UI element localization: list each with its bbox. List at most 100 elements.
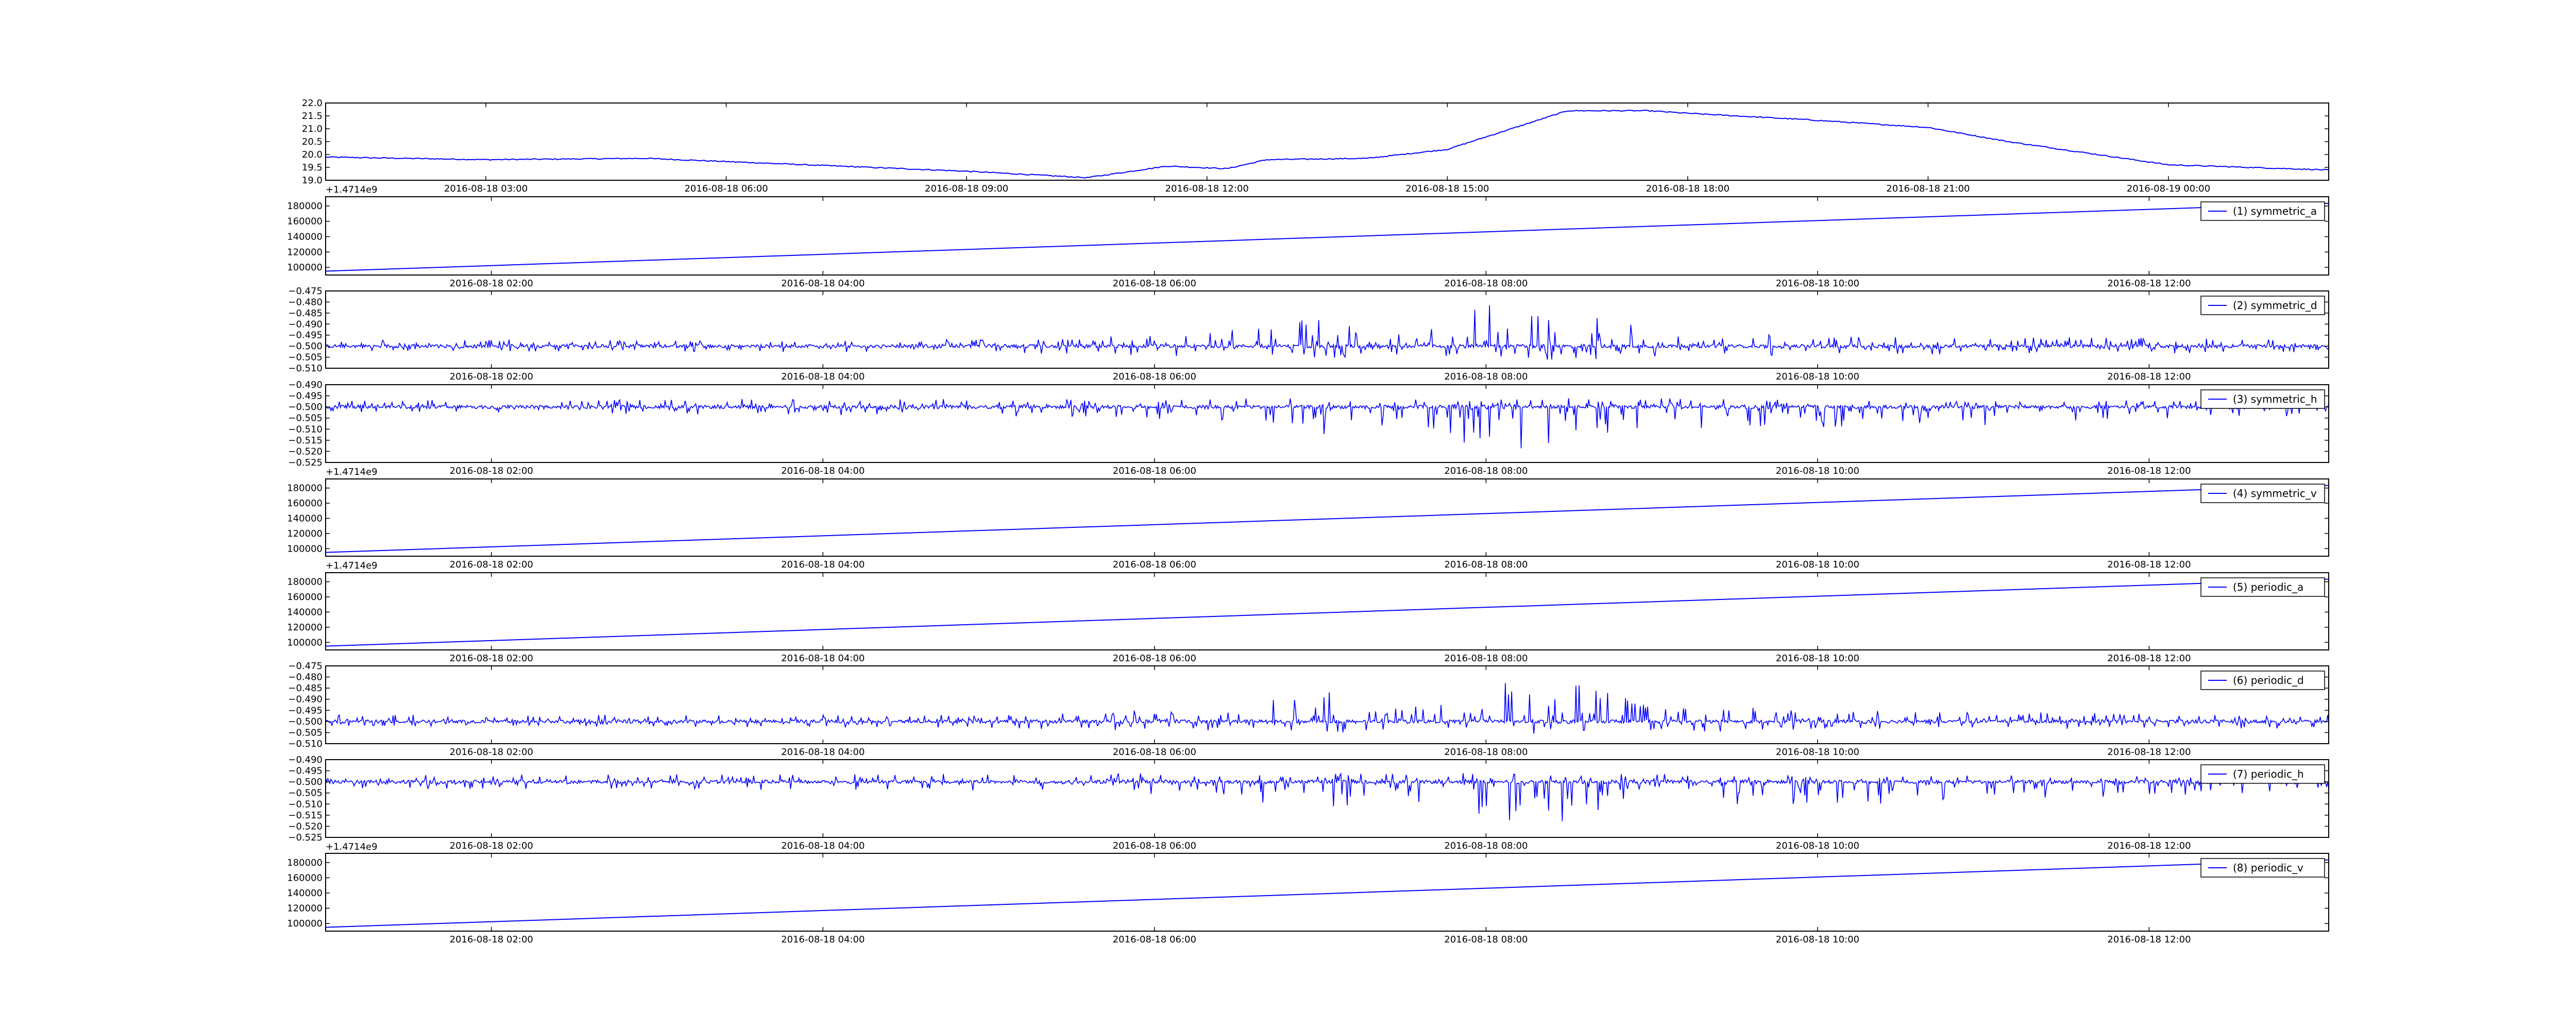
series-line bbox=[325, 305, 2329, 360]
y-tick-label: −0.480 bbox=[288, 297, 323, 307]
legend-label: (8) periodic_v bbox=[2233, 862, 2303, 874]
y-tick-label: 100000 bbox=[287, 543, 323, 554]
y-tick-label: 100000 bbox=[287, 918, 323, 929]
legend-label: (3) symmetric_h bbox=[2233, 393, 2317, 405]
chart-panel-7: −0.510−0.505−0.500−0.495−0.490−0.485−0.4… bbox=[288, 661, 2329, 758]
series-line bbox=[325, 485, 2329, 553]
x-tick-label: 2016-08-18 18:00 bbox=[1646, 183, 1730, 194]
x-tick-label: 2016-08-18 10:00 bbox=[1776, 466, 1859, 476]
x-tick-label: 2016-08-18 08:00 bbox=[1444, 840, 1528, 851]
x-tick-label: 2016-08-18 04:00 bbox=[781, 466, 865, 476]
y-tick-label: 21.5 bbox=[302, 111, 323, 122]
series-line bbox=[325, 683, 2329, 734]
y-tick-label: −0.525 bbox=[288, 457, 323, 468]
legend: (1) symmetric_a bbox=[2200, 201, 2325, 221]
y-tick-label: 180000 bbox=[287, 483, 323, 494]
y-tick-label: −0.490 bbox=[288, 754, 323, 765]
y-tick-label: −0.500 bbox=[288, 777, 323, 787]
x-tick-label: 2016-08-18 08:00 bbox=[1444, 278, 1528, 289]
x-tick-label: 2016-08-18 02:00 bbox=[450, 840, 533, 851]
x-tick-label: 2016-08-18 12:00 bbox=[2107, 278, 2191, 289]
legend-label: (5) periodic_a bbox=[2233, 581, 2303, 593]
x-tick-label: 2016-08-18 02:00 bbox=[450, 653, 533, 664]
y-tick-label: −0.510 bbox=[288, 799, 323, 810]
y-tick-label: 20.5 bbox=[302, 136, 323, 147]
x-tick-label: 2016-08-18 03:00 bbox=[444, 183, 528, 194]
x-tick-label: 2016-08-18 08:00 bbox=[1444, 934, 1528, 945]
x-tick-label: 2016-08-18 12:00 bbox=[2107, 371, 2191, 382]
x-tick-label: 2016-08-18 21:00 bbox=[1886, 183, 1970, 194]
y-tick-label: −0.510 bbox=[288, 739, 323, 749]
y-tick-label: 140000 bbox=[287, 231, 323, 242]
x-tick-label: 2016-08-18 02:00 bbox=[450, 934, 533, 945]
x-tick-label: 2016-08-18 06:00 bbox=[684, 183, 768, 194]
y-tick-label: −0.500 bbox=[288, 402, 323, 413]
x-tick-label: 2016-08-18 10:00 bbox=[1776, 840, 1859, 851]
legend: (4) symmetric_v bbox=[2200, 484, 2325, 503]
series-line bbox=[325, 578, 2329, 647]
x-tick-label: 2016-08-18 10:00 bbox=[1776, 559, 1859, 570]
y-tick-label: 120000 bbox=[287, 528, 323, 539]
chart-panel-2: 100000 120000 140000 160000 180000 2016-08-18… bbox=[287, 196, 2329, 289]
axes-frame bbox=[325, 853, 2329, 932]
y-tick-label: 180000 bbox=[287, 577, 323, 588]
legend-label: (6) periodic_d bbox=[2233, 674, 2304, 686]
legend: (8) periodic_v bbox=[2200, 858, 2325, 878]
y-tick-label: −0.495 bbox=[288, 705, 323, 716]
x-tick-label: 2016-08-18 12:00 bbox=[2107, 840, 2191, 851]
axes-frame bbox=[325, 572, 2329, 650]
x-tick-label: 2016-08-18 02:00 bbox=[450, 466, 533, 476]
x-tick-label: 2016-08-18 12:00 bbox=[2107, 653, 2191, 664]
axes-frame bbox=[325, 196, 2329, 276]
series-line bbox=[325, 398, 2329, 449]
y-tick-label: 160000 bbox=[287, 872, 323, 883]
legend: (3) symmetric_h bbox=[2200, 389, 2325, 409]
x-tick-label: 2016-08-18 04:00 bbox=[781, 840, 865, 851]
y-tick-label: 120000 bbox=[287, 903, 323, 914]
legend: (7) periodic_h bbox=[2200, 764, 2325, 784]
y-tick-label: −0.485 bbox=[288, 308, 323, 319]
chart-panel-8: −0.525−0.520−0.515−0.510−0.505−0.500−0.4… bbox=[288, 754, 2329, 852]
y-tick-label: −0.475 bbox=[288, 286, 323, 297]
x-tick-label: 2016-08-18 10:00 bbox=[1776, 934, 1859, 945]
x-tick-label: 2016-08-18 15:00 bbox=[1405, 183, 1489, 194]
y-tick-label: −0.520 bbox=[288, 821, 323, 832]
x-tick-label: 2016-08-18 04:00 bbox=[781, 934, 865, 945]
y-tick-label: 140000 bbox=[287, 607, 323, 617]
y-tick-label: −0.500 bbox=[288, 716, 323, 727]
x-tick-label: 2016-08-18 04:00 bbox=[781, 747, 865, 758]
x-tick-label: 2016-08-18 04:00 bbox=[781, 371, 865, 382]
y-offset-label: +1.4714e9 bbox=[326, 560, 378, 571]
x-tick-label: 2016-08-18 04:00 bbox=[781, 559, 865, 570]
y-tick-label: −0.495 bbox=[288, 766, 323, 777]
y-offset-label: +1.4714e9 bbox=[326, 467, 378, 477]
y-tick-label: −0.495 bbox=[288, 391, 323, 402]
x-tick-label: 2016-08-18 06:00 bbox=[1113, 559, 1196, 570]
x-tick-label: 2016-08-18 08:00 bbox=[1444, 653, 1528, 664]
axes-frame bbox=[325, 290, 2329, 369]
x-tick-label: 2016-08-18 10:00 bbox=[1776, 371, 1859, 382]
x-tick-label: 2016-08-18 04:00 bbox=[781, 278, 865, 289]
y-tick-label: 100000 bbox=[287, 637, 323, 648]
y-tick-label: −0.495 bbox=[288, 330, 323, 341]
y-tick-label: −0.485 bbox=[288, 683, 323, 694]
axes-frame bbox=[325, 665, 2329, 744]
legend-label: (1) symmetric_a bbox=[2233, 205, 2317, 217]
x-tick-label: 2016-08-18 02:00 bbox=[450, 559, 533, 570]
y-tick-label: 160000 bbox=[287, 592, 323, 603]
x-tick-label: 2016-08-18 10:00 bbox=[1776, 747, 1859, 758]
x-tick-label: 2016-08-18 06:00 bbox=[1113, 278, 1196, 289]
y-tick-label: 19.0 bbox=[302, 175, 323, 186]
y-tick-label: −0.515 bbox=[288, 810, 323, 821]
x-tick-label: 2016-08-18 12:00 bbox=[2107, 559, 2191, 570]
chart-panel-5: 100000 120000 140000 160000 180000 2016-08-18… bbox=[287, 478, 2329, 571]
y-offset-label: +1.4714e9 bbox=[326, 842, 378, 852]
y-offset-label: +1.4714e9 bbox=[326, 184, 378, 195]
axes-frame bbox=[325, 384, 2329, 463]
x-tick-label: 2016-08-18 09:00 bbox=[925, 183, 1008, 194]
y-tick-label: 120000 bbox=[287, 247, 323, 258]
y-tick-label: −0.505 bbox=[288, 413, 323, 424]
x-tick-label: 2016-08-18 06:00 bbox=[1113, 466, 1196, 476]
